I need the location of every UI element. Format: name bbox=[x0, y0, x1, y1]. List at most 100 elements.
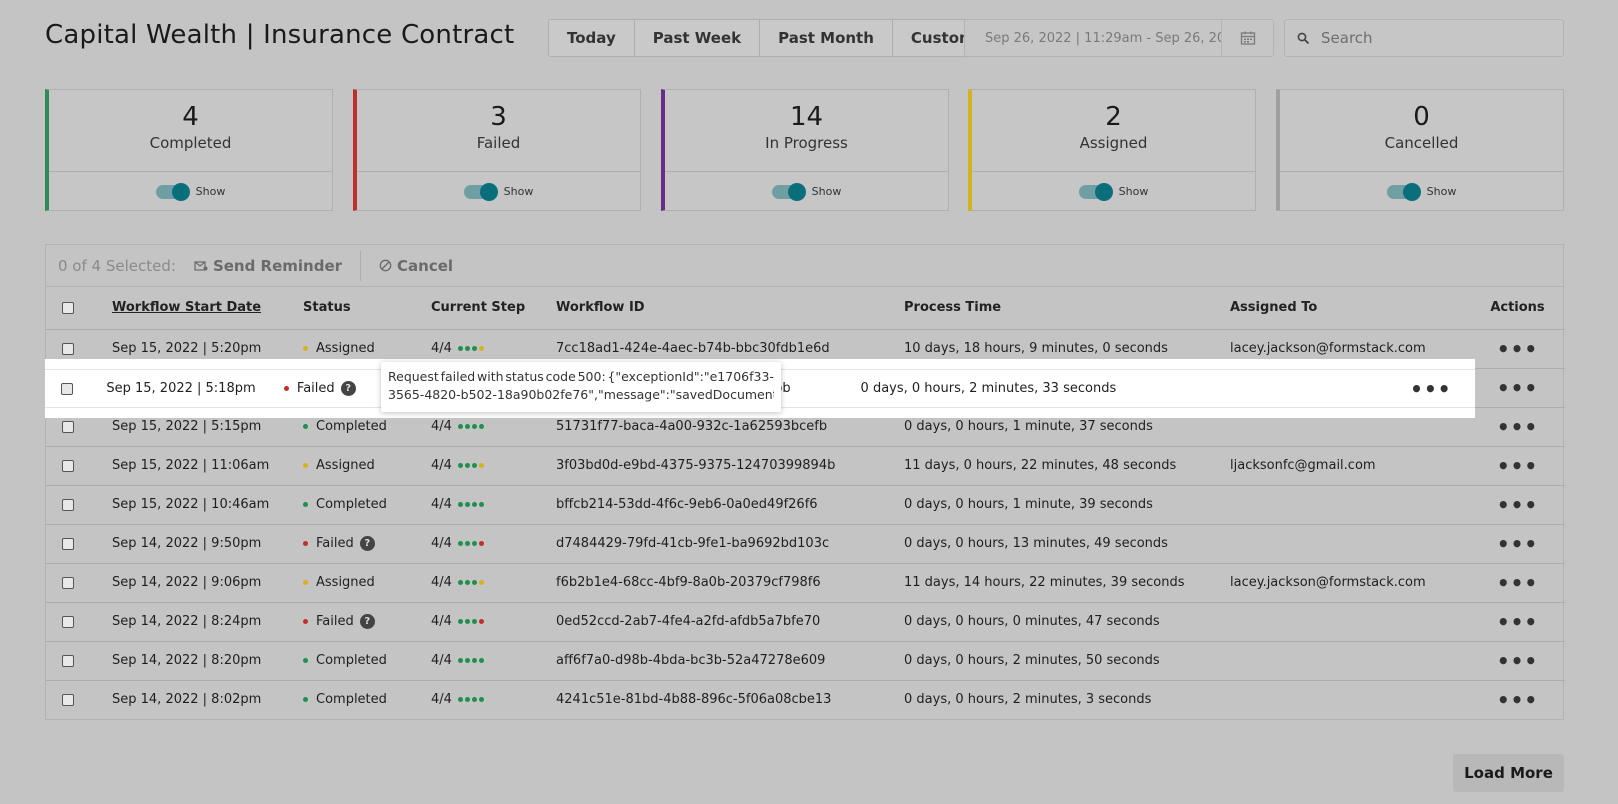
status-dot bbox=[303, 502, 308, 507]
range-custom-button[interactable]: Custom bbox=[910, 29, 975, 47]
send-reminder-button[interactable]: Send Reminder bbox=[194, 257, 342, 275]
status-dot bbox=[303, 463, 308, 468]
row-more-icon[interactable]: ••• bbox=[1470, 446, 1565, 486]
help-icon[interactable]: ? bbox=[359, 536, 375, 551]
row-process-time: 0 days, 0 hours, 2 minutes, 50 seconds bbox=[904, 641, 1230, 681]
workflow-table-panel: 0 of 4 Selected: Send Reminder Cancel Wo… bbox=[45, 244, 1565, 720]
tooltip-line-1: Request failed with status code 500: {"excepti… bbox=[388, 369, 774, 384]
row-status: Assigned bbox=[303, 446, 431, 486]
row-more-icon[interactable]: ••• bbox=[1470, 407, 1565, 447]
calendar-icon[interactable] bbox=[1221, 20, 1273, 56]
row-checkbox[interactable] bbox=[62, 459, 74, 472]
row-assigned-to bbox=[1230, 524, 1470, 564]
status-dot bbox=[303, 424, 308, 429]
row-more-icon[interactable]: ••• bbox=[1470, 563, 1565, 603]
row-more-icon[interactable]: ••• bbox=[1410, 376, 1452, 401]
table-row[interactable]: Sep 14, 2022 | 8:20pm Completed 4/4 aff6f7a… bbox=[46, 641, 1565, 681]
step-progress-dots bbox=[457, 658, 484, 663]
row-checkbox[interactable] bbox=[62, 498, 74, 511]
row-assigned-to bbox=[1230, 602, 1470, 642]
row-more-icon[interactable]: ••• bbox=[1470, 524, 1565, 564]
toggle-label: Show bbox=[503, 185, 534, 198]
range-past-month-button[interactable]: Past Month bbox=[760, 20, 893, 56]
status-dot bbox=[303, 619, 308, 624]
step-progress-dots bbox=[457, 502, 484, 507]
table-row[interactable]: Sep 14, 2022 | 9:50pm Failed? 4/4 d7484429-… bbox=[46, 524, 1565, 564]
help-icon[interactable]: ? bbox=[359, 614, 375, 629]
cancel-button[interactable]: Cancel bbox=[379, 257, 453, 275]
row-process-time: 0 days, 0 hours, 13 minutes, 49 seconds bbox=[904, 524, 1230, 564]
row-current-step: 4/4 bbox=[431, 641, 556, 681]
show-toggle[interactable] bbox=[155, 182, 190, 201]
show-toggle[interactable] bbox=[1386, 182, 1421, 201]
row-checkbox[interactable] bbox=[62, 576, 74, 589]
card-label: Assigned bbox=[1079, 134, 1148, 152]
show-toggle[interactable] bbox=[463, 182, 498, 201]
card-label: Completed bbox=[149, 134, 232, 152]
show-toggle[interactable] bbox=[771, 182, 806, 201]
row-checkbox[interactable] bbox=[62, 420, 74, 433]
card-count: 3 bbox=[490, 102, 507, 132]
card-summary: 4 Completed bbox=[49, 90, 332, 172]
row-current-step: 4/4 bbox=[431, 446, 556, 486]
range-past-week-button[interactable]: Past Week bbox=[635, 20, 761, 56]
step-progress-dots bbox=[457, 346, 484, 351]
date-range-value[interactable]: Sep 26, 2022 | 11:29am - Sep 26, 20... bbox=[985, 30, 1221, 46]
row-current-step: 4/4 bbox=[431, 524, 556, 564]
toggle-label: Show bbox=[195, 185, 226, 198]
card-count: 4 bbox=[182, 102, 199, 132]
range-today-button[interactable]: Today bbox=[549, 20, 635, 56]
row-assigned-to bbox=[1230, 680, 1470, 719]
row-checkbox[interactable] bbox=[62, 537, 74, 550]
card-toggle-row: Show bbox=[1280, 172, 1563, 211]
row-start-date: Sep 14, 2022 | 8:24pm bbox=[112, 602, 303, 642]
toolbar-divider bbox=[360, 250, 362, 281]
status-dot bbox=[303, 658, 308, 663]
row-checkbox[interactable] bbox=[62, 615, 74, 628]
card-count: 0 bbox=[1413, 102, 1430, 132]
row-start-date: Sep 14, 2022 | 9:06pm bbox=[112, 563, 303, 603]
row-more-icon[interactable]: ••• bbox=[1470, 329, 1565, 369]
card-count: 2 bbox=[1105, 102, 1122, 132]
table-header-row: Workflow Start Date Status Current Step … bbox=[46, 287, 1565, 330]
search-box bbox=[1284, 19, 1564, 57]
table-row[interactable]: Sep 14, 2022 | 9:06pm Assigned 4/4 f6b2b1e4… bbox=[46, 563, 1565, 603]
row-checkbox[interactable] bbox=[61, 382, 73, 395]
row-more-icon[interactable]: ••• bbox=[1470, 602, 1565, 642]
table-row[interactable]: Sep 14, 2022 | 8:02pm Completed 4/4 4241c51… bbox=[46, 680, 1565, 719]
table-row[interactable]: Sep 14, 2022 | 8:24pm Failed? 4/4 0ed52ccd-… bbox=[46, 602, 1565, 642]
highlighted-row[interactable]: Sep 15, 2022 | 5:18pm Failed? bb 0 days,… bbox=[45, 369, 1475, 408]
select-all-checkbox[interactable] bbox=[62, 301, 74, 314]
help-icon[interactable]: ? bbox=[340, 381, 356, 396]
header-actions: Actions bbox=[1470, 287, 1565, 330]
card-summary: 3 Failed bbox=[357, 90, 640, 172]
row-process-time: 0 days, 0 hours, 2 minutes, 33 seconds bbox=[860, 381, 1117, 396]
status-dot bbox=[283, 386, 289, 391]
search-icon bbox=[1285, 32, 1321, 45]
selected-count: 0 of 4 Selected: bbox=[58, 256, 176, 275]
header-workflow-start-date[interactable]: Workflow Start Date bbox=[112, 287, 303, 330]
header-assigned-to: Assigned To bbox=[1230, 287, 1470, 330]
row-start-date: Sep 14, 2022 | 8:20pm bbox=[112, 641, 303, 681]
load-more-button[interactable]: Load More bbox=[1453, 754, 1564, 792]
status-dot bbox=[303, 697, 308, 703]
search-input[interactable] bbox=[1321, 29, 1541, 47]
table-row[interactable]: Sep 15, 2022 | 11:06am Assigned 4/4 3f03bd0… bbox=[46, 446, 1565, 486]
row-status: Completed bbox=[303, 680, 431, 719]
row-more-icon[interactable]: ••• bbox=[1470, 641, 1565, 681]
row-start-date: Sep 15, 2022 | 5:18pm bbox=[106, 381, 256, 396]
date-range-picker[interactable]: Sep 26, 2022 | 11:29am - Sep 26, 20... bbox=[964, 19, 1274, 57]
row-checkbox[interactable] bbox=[62, 342, 74, 355]
step-progress-dots bbox=[457, 619, 484, 624]
row-checkbox[interactable] bbox=[62, 654, 74, 667]
row-more-icon[interactable]: ••• bbox=[1496, 687, 1539, 712]
row-process-time: 0 days, 0 hours, 1 minute, 39 seconds bbox=[904, 485, 1230, 525]
row-workflow-id: 3f03bd0d-e9bd-4375-9375-12470399894b bbox=[556, 446, 904, 486]
table-row[interactable]: Sep 15, 2022 | 10:46am Completed 4/4 bffcb2… bbox=[46, 485, 1565, 525]
row-more-icon[interactable]: ••• bbox=[1470, 485, 1565, 525]
row-checkbox[interactable] bbox=[62, 693, 74, 706]
show-toggle[interactable] bbox=[1078, 182, 1113, 201]
row-more-icon[interactable]: ••• bbox=[1470, 368, 1565, 408]
row-workflow-id: bffcb214-53dd-4f6c-9eb6-0a0ed49f26f6 bbox=[556, 485, 904, 525]
card-label: Failed bbox=[476, 134, 521, 152]
